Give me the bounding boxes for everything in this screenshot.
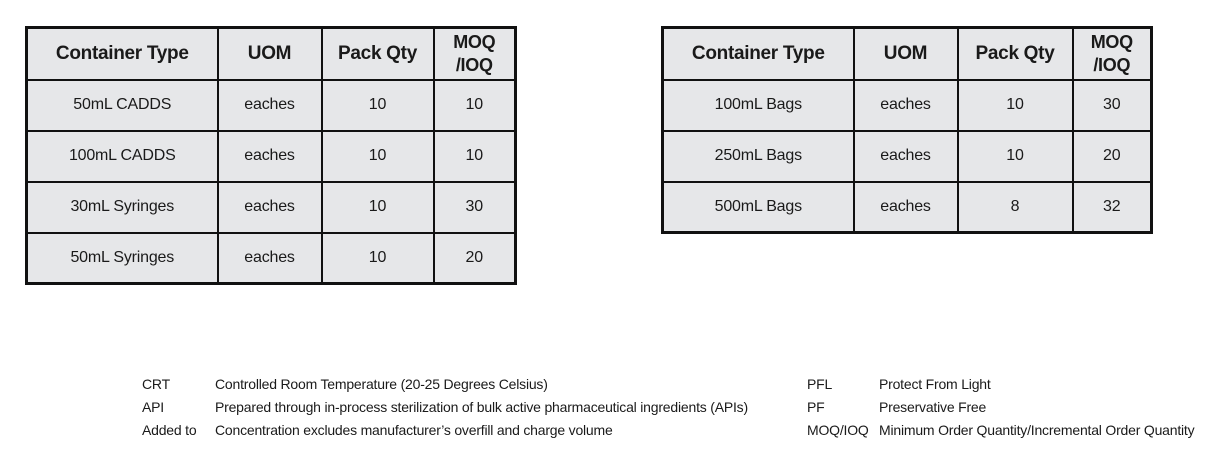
legend-entry-api: API Prepared through in-process steriliz… xyxy=(142,396,748,419)
cell-moq-ioq: 10 xyxy=(432,78,517,132)
legend-desc: Preservative Free xyxy=(879,399,987,415)
container-table-right: Container Type UOM Pack Qty MOQ /IOQ 100… xyxy=(661,26,1153,234)
cell-uom: eaches xyxy=(852,78,959,132)
cell-container-type: 30mL Syringes xyxy=(25,180,219,234)
header-moq-ioq: MOQ /IOQ xyxy=(432,26,517,81)
cell-pack-qty: 8 xyxy=(956,180,1074,234)
cell-uom: eaches xyxy=(216,78,323,132)
cell-container-type: 50mL CADDS xyxy=(25,78,219,132)
cell-container-type: 100mL CADDS xyxy=(25,129,219,183)
legend-entry-added-to: Added to Concentration excludes manufact… xyxy=(142,419,748,442)
table-row: 50mL CADDS eaches 10 10 xyxy=(25,78,517,132)
cell-pack-qty: 10 xyxy=(320,180,435,234)
cell-pack-qty: 10 xyxy=(320,129,435,183)
legend-abbr: PF xyxy=(807,399,825,415)
cell-moq-ioq: 30 xyxy=(432,180,517,234)
cell-moq-ioq: 30 xyxy=(1071,78,1153,132)
table-header-row: Container Type UOM Pack Qty MOQ /IOQ xyxy=(661,26,1153,81)
cell-moq-ioq: 20 xyxy=(1071,129,1153,183)
cell-uom: eaches xyxy=(216,129,323,183)
legend-abbr: API xyxy=(142,399,164,415)
cell-pack-qty: 10 xyxy=(320,231,435,285)
header-pack-qty: Pack Qty xyxy=(956,26,1074,81)
header-pack-qty: Pack Qty xyxy=(320,26,435,81)
cell-pack-qty: 10 xyxy=(956,78,1074,132)
header-moq-ioq: MOQ /IOQ xyxy=(1071,26,1153,81)
legend-abbr: MOQ/IOQ xyxy=(807,422,869,438)
legend-abbr: CRT xyxy=(142,376,170,392)
table-row: 100mL CADDS eaches 10 10 xyxy=(25,129,517,183)
abbreviation-legend-left: CRT Controlled Room Temperature (20-25 D… xyxy=(142,373,748,442)
cell-container-type: 500mL Bags xyxy=(661,180,855,234)
legend-desc: Minimum Order Quantity/Incremental Order… xyxy=(879,422,1195,438)
table-header-row: Container Type UOM Pack Qty MOQ /IOQ xyxy=(25,26,517,81)
cell-moq-ioq: 20 xyxy=(432,231,517,285)
cell-pack-qty: 10 xyxy=(956,129,1074,183)
cell-moq-ioq: 32 xyxy=(1071,180,1153,234)
table-row: 50mL Syringes eaches 10 20 xyxy=(25,231,517,285)
header-uom: UOM xyxy=(852,26,959,81)
container-table-left: Container Type UOM Pack Qty MOQ /IOQ 50m… xyxy=(25,26,517,285)
cell-pack-qty: 10 xyxy=(320,78,435,132)
cell-uom: eaches xyxy=(852,129,959,183)
header-container-type: Container Type xyxy=(25,26,219,81)
legend-abbr: Added to xyxy=(142,422,197,438)
legend-desc: Controlled Room Temperature (20-25 Degre… xyxy=(215,376,548,392)
legend-desc: Protect From Light xyxy=(879,376,991,392)
table-row: 100mL Bags eaches 10 30 xyxy=(661,78,1153,132)
cell-moq-ioq: 10 xyxy=(432,129,517,183)
legend-desc: Prepared through in-process sterilizatio… xyxy=(215,399,748,415)
cell-uom: eaches xyxy=(216,180,323,234)
legend-entry-pf: PF Preservative Free xyxy=(807,396,1194,419)
table-row: 30mL Syringes eaches 10 30 xyxy=(25,180,517,234)
cell-container-type: 250mL Bags xyxy=(661,129,855,183)
header-uom: UOM xyxy=(216,26,323,81)
legend-entry-moq-ioq: MOQ/IOQ Minimum Order Quantity/Increment… xyxy=(807,419,1195,442)
table-row: 500mL Bags eaches 8 32 xyxy=(661,180,1153,234)
header-container-type: Container Type xyxy=(661,26,855,81)
cell-uom: eaches xyxy=(852,180,959,234)
table-row: 250mL Bags eaches 10 20 xyxy=(661,129,1153,183)
abbreviation-legend-right: PFL Protect From Light PF Preservative F… xyxy=(807,373,1195,442)
cell-uom: eaches xyxy=(216,231,323,285)
cell-container-type: 50mL Syringes xyxy=(25,231,219,285)
legend-abbr: PFL xyxy=(807,376,833,392)
legend-desc: Concentration excludes manufacturer’s ov… xyxy=(215,422,613,438)
cell-container-type: 100mL Bags xyxy=(661,78,855,132)
legend-entry-pfl: PFL Protect From Light xyxy=(807,373,1194,396)
legend-entry-crt: CRT Controlled Room Temperature (20-25 D… xyxy=(142,373,748,396)
